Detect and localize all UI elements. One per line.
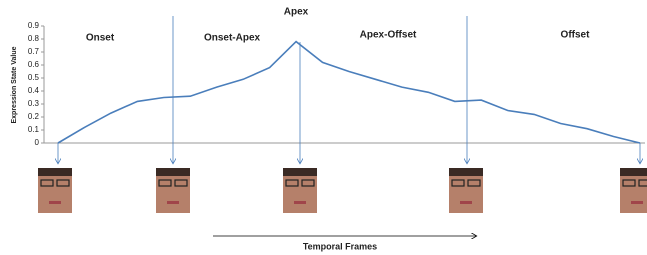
chart: Expression State Value Temporal Frames 0… <box>0 0 647 255</box>
phase-label: Onset <box>86 33 115 44</box>
y-tick-label: 0.2 <box>28 112 40 121</box>
y-tick-label: 0.6 <box>28 60 40 69</box>
phase-label: Onset-Apex <box>204 33 261 44</box>
face-frame <box>449 168 483 213</box>
phase-label: Apex-Offset <box>360 30 417 41</box>
face-frame <box>156 168 190 213</box>
y-tick-label: 0.4 <box>28 86 40 95</box>
face-frame <box>283 168 317 213</box>
y-tick-label: 0.3 <box>28 99 40 108</box>
face-frame <box>620 168 647 213</box>
x-axis-title: Temporal Frames <box>303 241 377 251</box>
phase-label: Apex <box>284 7 309 18</box>
face-frame <box>38 168 72 213</box>
y-tick-label: 0.9 <box>28 21 40 30</box>
y-axis-title: Expression State Value <box>11 46 18 123</box>
y-tick-label: 0.1 <box>28 125 40 134</box>
y-tick-label: 0.8 <box>28 34 40 43</box>
data-line <box>58 42 640 143</box>
phase-label: Offset <box>561 30 591 41</box>
y-tick-label: 0.5 <box>28 73 40 82</box>
y-tick-label: 0.7 <box>28 47 40 56</box>
y-tick-label: 0 <box>35 138 40 147</box>
